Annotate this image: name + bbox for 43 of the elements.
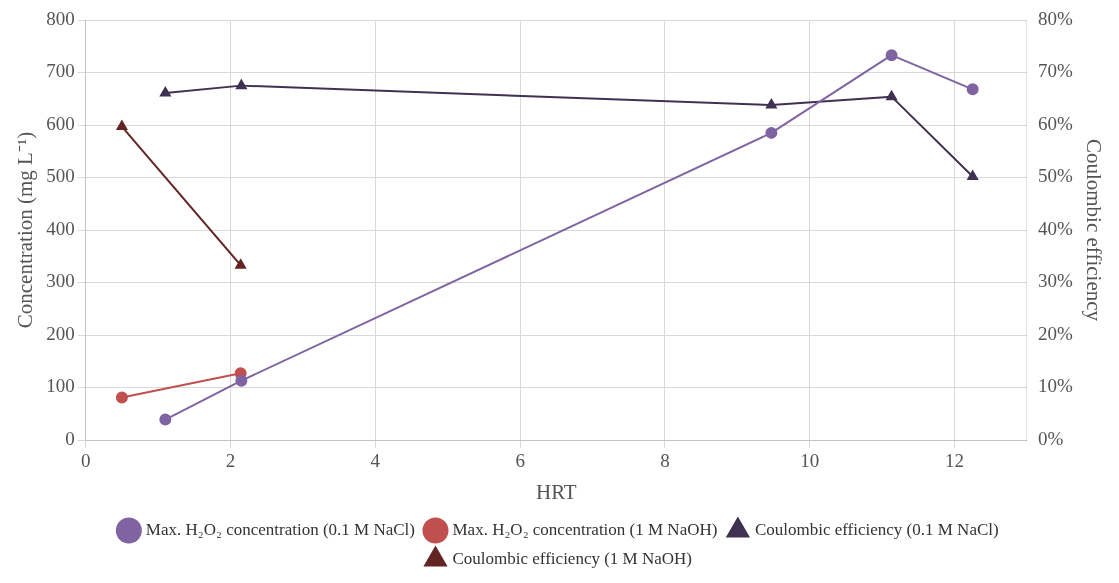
legend-label: Max. H₂O₂ concentration (0.1 M NaCl) (145, 519, 415, 539)
x-tick-label: 10 (800, 450, 820, 472)
y-tick-label: 500 (46, 165, 75, 187)
y-axis-title: Concentration (mg L⁻¹) (13, 131, 38, 329)
x-axis-title: HRT (535, 479, 577, 504)
point (235, 374, 248, 387)
legend-label: Coulombic efficiency (1 M NaOH) (452, 548, 693, 568)
x-tick-label: 6 (515, 450, 525, 472)
y2-tick-label: 30% (1037, 270, 1073, 292)
y2-tick-label: 80% (1037, 7, 1073, 29)
point (885, 49, 898, 62)
legend-label: Max. H₂O₂ concentration (1 M NaOH) (452, 519, 718, 539)
y-tick-label: 600 (46, 112, 75, 134)
x-tick-label: 4 (370, 450, 381, 472)
point (966, 83, 979, 96)
point (886, 90, 897, 101)
y-tick-label: 700 (46, 60, 75, 82)
y2-tick-label: 0% (1037, 427, 1064, 449)
legend-label: Coulombic efficiency (0.1 M NaCl) (754, 519, 999, 539)
x-tick-label: 0 (80, 450, 91, 472)
y2-tick-label: 70% (1037, 60, 1073, 82)
y-tick-label: 0 (65, 427, 75, 449)
point (159, 413, 172, 426)
x-tick-label: 8 (660, 450, 670, 472)
y-tick-label: 200 (46, 322, 75, 344)
y-tick-label: 800 (46, 7, 75, 29)
y2-tick-label: 40% (1037, 217, 1073, 239)
x-tick-label: 12 (945, 450, 965, 472)
point (160, 86, 171, 97)
x-tick-label: 2 (225, 450, 236, 472)
point (236, 79, 247, 90)
y2-axis-title: Coulombic efficiency (1081, 138, 1106, 322)
point (766, 99, 777, 109)
y-tick-label: 400 (46, 217, 75, 239)
y2-tick-label: 50% (1037, 165, 1073, 187)
point (115, 391, 128, 404)
point (967, 170, 978, 180)
point (765, 126, 778, 139)
y-tick-label: 300 (46, 270, 75, 292)
y2-tick-label: 10% (1037, 375, 1073, 397)
y-tick-label: 100 (46, 375, 75, 397)
y2-tick-label: 60% (1037, 112, 1073, 134)
y2-tick-label: 20% (1037, 322, 1073, 344)
